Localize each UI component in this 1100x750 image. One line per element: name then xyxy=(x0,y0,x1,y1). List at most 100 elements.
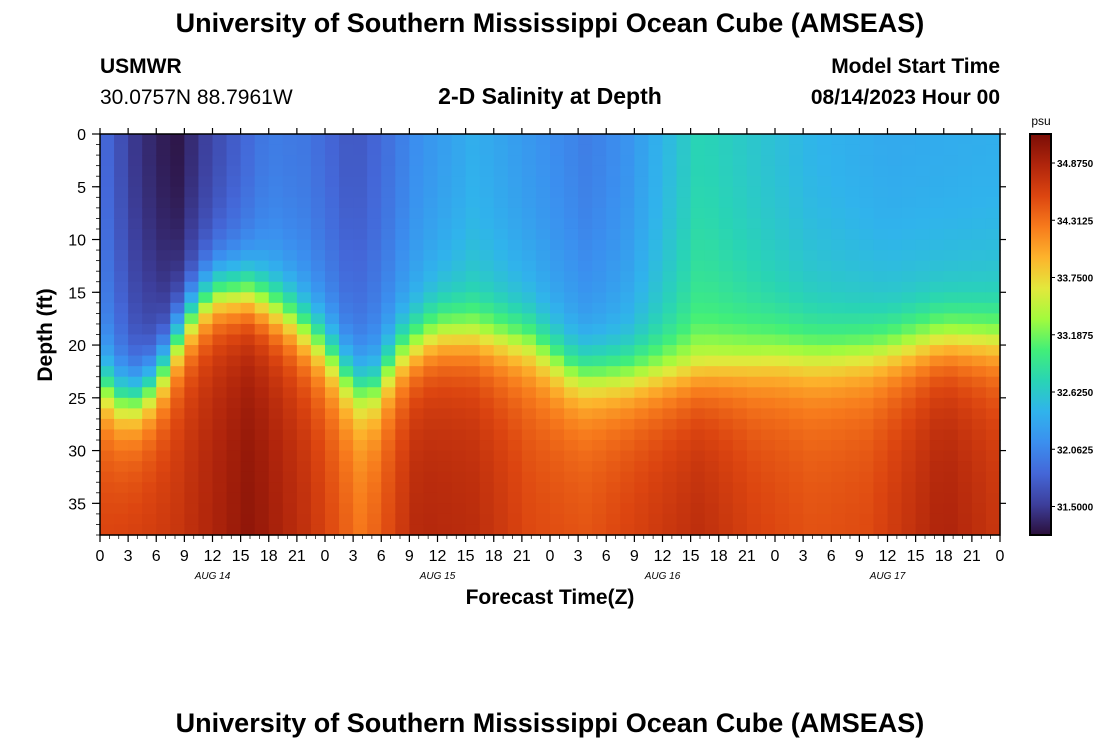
heatmap-cell xyxy=(212,503,228,515)
heatmap-cell xyxy=(353,355,368,367)
heatmap-cell xyxy=(114,260,129,272)
heatmap-cell xyxy=(760,250,776,262)
heatmap-cell xyxy=(465,524,481,536)
heatmap-cell xyxy=(128,524,143,536)
heatmap-cell xyxy=(296,334,312,346)
heatmap-cell xyxy=(690,450,706,462)
heatmap-cell xyxy=(198,323,214,336)
heatmap-cell xyxy=(184,513,200,526)
heatmap-cell xyxy=(718,313,734,325)
heatmap-cell xyxy=(409,271,425,283)
heatmap-cell xyxy=(240,292,256,304)
heatmap-cell xyxy=(803,250,818,262)
heatmap-cell xyxy=(184,440,200,452)
heatmap-cell xyxy=(451,387,467,399)
heatmap-cell xyxy=(240,503,256,515)
heatmap-cell xyxy=(606,471,621,483)
x-tick-label: 9 xyxy=(630,548,639,565)
heatmap-cell xyxy=(198,271,214,283)
heatmap-cell xyxy=(479,503,495,515)
heatmap-cell xyxy=(114,292,129,304)
heatmap-cell xyxy=(184,355,200,367)
heatmap-cell xyxy=(395,218,410,230)
heatmap-cell xyxy=(775,250,790,262)
heatmap-cell xyxy=(184,176,200,188)
heatmap-cell xyxy=(943,176,959,188)
heatmap-cell xyxy=(198,334,214,346)
heatmap-cell xyxy=(240,524,256,536)
heatmap-cell xyxy=(592,440,607,452)
heatmap-cell xyxy=(732,260,748,272)
heatmap-cell xyxy=(395,513,410,526)
heatmap-cell xyxy=(620,313,635,325)
heatmap-cell xyxy=(760,524,776,536)
heatmap-cell xyxy=(704,323,720,336)
heatmap-cell xyxy=(282,450,298,462)
heatmap-cell xyxy=(325,218,340,230)
heatmap-cell xyxy=(367,345,382,357)
heatmap-cell xyxy=(648,492,664,504)
heatmap-cell xyxy=(170,281,185,293)
heatmap-cell xyxy=(198,176,214,188)
heatmap-cell xyxy=(915,492,931,504)
heatmap-cell xyxy=(142,186,157,198)
heatmap-cell xyxy=(128,197,143,209)
heatmap-cell xyxy=(550,345,565,357)
heatmap-cell xyxy=(296,176,312,188)
heatmap-cell xyxy=(254,461,270,473)
heatmap-cell xyxy=(451,250,467,262)
heatmap-cell xyxy=(296,197,312,209)
heatmap-cell xyxy=(564,429,579,441)
heatmap-cell xyxy=(395,450,410,462)
heatmap-cell xyxy=(114,134,129,146)
heatmap-cell xyxy=(535,418,551,431)
heatmap-cell xyxy=(381,387,396,399)
heatmap-cell xyxy=(310,492,326,504)
heatmap-cell xyxy=(887,281,903,293)
heatmap-cell xyxy=(310,239,326,251)
heatmap-cell xyxy=(493,440,509,452)
heatmap-cell xyxy=(170,134,185,146)
heatmap-cell xyxy=(620,376,635,388)
heatmap-cell xyxy=(564,387,579,399)
heatmap-cell xyxy=(873,387,889,399)
heatmap-cell xyxy=(114,418,129,431)
heatmap-cell xyxy=(690,271,706,283)
heatmap-cell xyxy=(437,197,453,209)
heatmap-cell xyxy=(859,503,875,515)
heatmap-cell xyxy=(296,355,312,367)
heatmap-cell xyxy=(128,260,143,272)
heatmap-cell xyxy=(732,134,748,146)
heatmap-cell xyxy=(606,155,621,167)
heatmap-cell xyxy=(606,144,621,156)
heatmap-cell xyxy=(535,218,551,230)
heatmap-cell xyxy=(634,524,650,536)
heatmap-cell xyxy=(704,334,720,346)
heatmap-cell xyxy=(676,228,692,241)
heatmap-cell xyxy=(803,134,818,146)
heatmap-cell xyxy=(704,503,720,515)
heatmap-cell xyxy=(929,387,945,399)
heatmap-cell xyxy=(550,207,565,220)
heatmap-cell xyxy=(325,155,340,167)
heatmap-cell xyxy=(465,144,481,156)
heatmap-cell xyxy=(184,165,200,177)
heatmap-cell xyxy=(915,334,931,346)
heatmap-cell xyxy=(803,313,818,325)
heatmap-cell xyxy=(873,408,889,420)
heatmap-cell xyxy=(746,176,762,188)
heatmap-cell xyxy=(887,186,903,198)
heatmap-cell xyxy=(803,471,818,483)
heatmap-cell xyxy=(521,376,537,388)
heatmap-cell xyxy=(831,176,846,188)
heatmap-cell xyxy=(437,397,453,409)
heatmap-cell xyxy=(521,450,537,462)
heatmap-cell xyxy=(100,292,115,304)
heatmap-cell xyxy=(887,323,903,336)
heatmap-cell xyxy=(817,345,832,357)
heatmap-cell xyxy=(170,503,185,515)
heatmap-cell xyxy=(170,461,185,473)
heatmap-cell xyxy=(437,418,453,431)
heatmap-cell xyxy=(873,482,889,494)
heatmap-cell xyxy=(718,482,734,494)
